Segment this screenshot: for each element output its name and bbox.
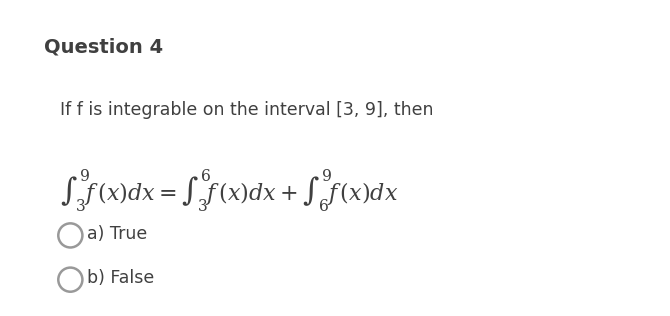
Text: a) True: a) True	[87, 225, 147, 243]
Text: b) False: b) False	[87, 269, 154, 287]
Text: $\int_3^9\! f\,(x)dx = \int_3^6\! f\,(x)dx + \int_6^9\! f\,(x)dx$: $\int_3^9\! f\,(x)dx = \int_3^6\! f\,(x)…	[60, 167, 399, 214]
Text: If f is integrable on the interval [3, 9], then: If f is integrable on the interval [3, 9…	[60, 101, 433, 119]
Text: Question 4: Question 4	[44, 38, 163, 57]
